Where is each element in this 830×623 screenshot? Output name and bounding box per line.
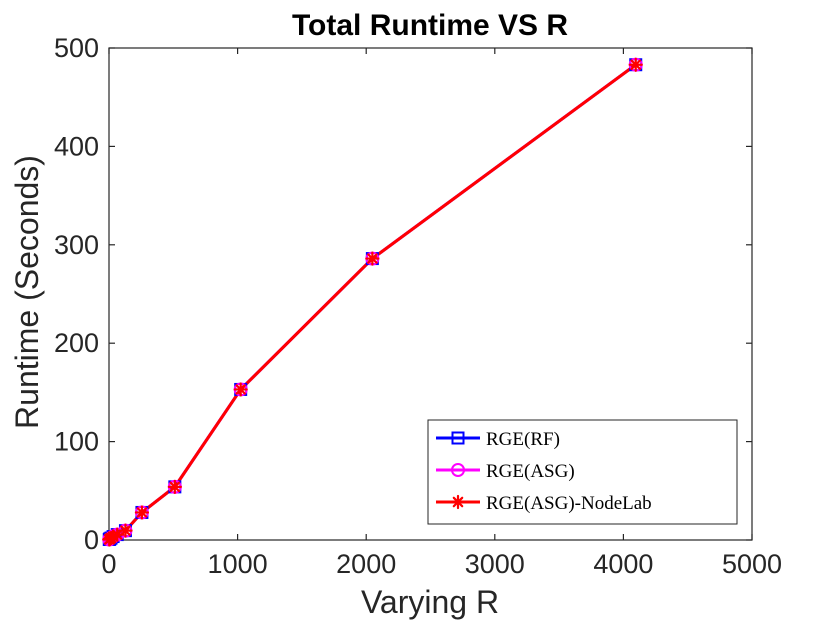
- x-tick-label: 4000: [593, 549, 653, 579]
- legend-marker-icon: [450, 494, 466, 510]
- data-point-marker-2-stroke: [367, 253, 378, 264]
- x-axis-label: Varying R: [361, 584, 499, 620]
- y-axis-label: Runtime (Seconds): [9, 155, 45, 429]
- legend-marker-icon: [451, 431, 465, 445]
- x-tick-label: 0: [101, 549, 116, 579]
- y-tick-label: 300: [54, 230, 99, 260]
- data-point-marker-2: [134, 505, 150, 520]
- chart-legend: RGE(RF) RGE(ASG) RGE(ASG)-NodeLab: [427, 419, 738, 525]
- y-tick-label: 200: [54, 328, 99, 358]
- y-tick-label: 500: [54, 33, 99, 63]
- series-markers: [102, 57, 643, 547]
- chart-title: Total Runtime VS R: [292, 9, 568, 42]
- x-tick-label: 5000: [722, 549, 782, 579]
- y-tick-label: 100: [54, 427, 99, 457]
- legend-label: RGE(RF): [486, 429, 560, 450]
- x-tick-label: 2000: [336, 549, 396, 579]
- legend-label: RGE(ASG)-NodeLab: [486, 493, 652, 514]
- data-point-marker-2-stroke: [235, 384, 246, 395]
- legend-label: RGE(ASG): [486, 461, 575, 482]
- data-point-marker-2-stroke: [136, 507, 148, 518]
- data-point-marker-2: [233, 382, 248, 397]
- data-point-marker-2: [167, 479, 182, 494]
- y-tick-label: 0: [84, 525, 99, 555]
- x-tick-label: 1000: [208, 549, 268, 579]
- y-tick-label: 400: [54, 131, 99, 161]
- legend-marker-icon: [451, 463, 465, 477]
- data-point-marker-2: [365, 251, 380, 266]
- axis-ticks: 0 1000 2000 3000 4000 5000 0 100 200 300 400 500: [54, 33, 782, 579]
- data-point-marker-2-stroke: [120, 525, 131, 536]
- data-point-marker-2: [118, 523, 133, 538]
- data-point-marker-2-stroke: [111, 529, 123, 540]
- x-tick-label: 3000: [465, 549, 525, 579]
- data-point-marker-2: [628, 57, 643, 72]
- data-point-marker-2-stroke: [169, 481, 181, 493]
- data-point-marker-2-stroke: [630, 59, 642, 71]
- plot-area-frame: [108, 47, 753, 541]
- legend-marker-icon-stroke: [452, 496, 464, 508]
